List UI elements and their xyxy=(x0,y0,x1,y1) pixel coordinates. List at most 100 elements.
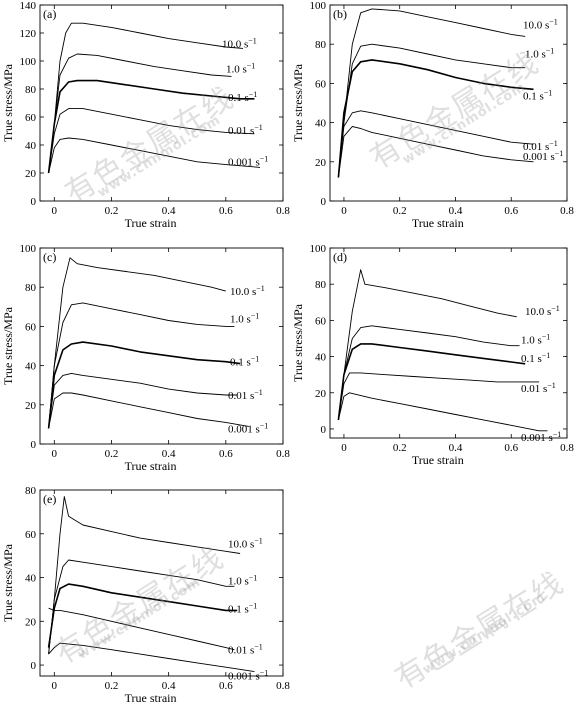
x-tick-label: 0.4 xyxy=(449,442,463,454)
x-tick-label: 0.8 xyxy=(276,680,290,692)
strain-rate-label: 0.01 s−1 xyxy=(523,139,558,153)
x-axis-label: True strain xyxy=(125,691,177,705)
y-axis-label: True stress/MPa xyxy=(291,303,305,382)
y-tick-label: 80 xyxy=(25,282,37,294)
panel-label: (e) xyxy=(43,492,56,506)
y-tick-label: 80 xyxy=(25,84,37,96)
strain-rate-label: 0.1 s−1 xyxy=(230,355,259,369)
series-line xyxy=(48,559,235,655)
y-axis-label: True stress/MPa xyxy=(1,63,15,142)
y-tick-label: 20 xyxy=(315,157,327,169)
y-tick-label: 40 xyxy=(25,361,37,373)
x-tick-label: 0.2 xyxy=(105,680,119,692)
strain-rate-label: 0.001 s−1 xyxy=(228,421,268,435)
x-axis-label: True strain xyxy=(412,216,464,230)
panel-label: (b) xyxy=(333,7,347,21)
x-tick-label: 0.6 xyxy=(504,205,518,217)
series-line xyxy=(337,110,534,178)
x-tick-label: 0 xyxy=(52,205,58,217)
y-tick-label: 40 xyxy=(25,573,37,585)
y-tick-label: 0 xyxy=(321,424,327,436)
plot-frame xyxy=(39,489,284,677)
y-tick-label: 20 xyxy=(315,388,327,400)
x-tick-label: 0.2 xyxy=(393,205,407,217)
strain-rate-label: 10.0 s−1 xyxy=(230,284,265,298)
y-axis-label: True stress/MPa xyxy=(1,543,15,622)
x-tick-label: 0.4 xyxy=(162,448,176,460)
strain-rate-label: 0.001 s−1 xyxy=(523,149,563,163)
plot-frame xyxy=(329,4,568,202)
strain-rate-label: 0.001 s−1 xyxy=(228,669,268,683)
strain-rate-label: 1.0 s−1 xyxy=(226,61,255,75)
x-axis-label: True strain xyxy=(412,453,464,467)
panel-label: (d) xyxy=(333,250,347,264)
series-line xyxy=(337,59,534,178)
series-line xyxy=(47,341,241,429)
y-tick-label: 80 xyxy=(315,279,327,291)
y-axis-label: True stress/MPa xyxy=(291,63,305,142)
series-line xyxy=(48,22,244,174)
y-tick-label: 60 xyxy=(25,321,37,333)
series-line xyxy=(48,302,235,429)
x-tick-label: 0.2 xyxy=(105,205,119,217)
strain-rate-label: 1.0 s−1 xyxy=(521,333,550,347)
x-tick-label: 0.8 xyxy=(276,448,290,460)
strain-rate-label: 10.0 s−1 xyxy=(222,36,257,50)
series-line xyxy=(48,372,238,429)
y-axis-label: True stress/MPa xyxy=(1,306,15,385)
series-line xyxy=(337,372,540,420)
plot-frame xyxy=(39,247,284,445)
series-line xyxy=(48,607,235,651)
x-axis-label: True strain xyxy=(125,216,177,230)
y-tick-label: 0 xyxy=(31,439,37,451)
series-line xyxy=(337,126,534,178)
series-line xyxy=(337,343,526,420)
x-tick-label: 0.6 xyxy=(219,205,233,217)
strain-rate-label: 1.0 s−1 xyxy=(228,573,257,587)
x-tick-label: 0.2 xyxy=(105,448,119,460)
y-tick-label: 60 xyxy=(25,112,37,124)
series-line xyxy=(48,53,232,174)
strain-rate-label: 0.1 s−1 xyxy=(228,90,257,104)
strain-rate-label: 0.1 s−1 xyxy=(228,601,257,615)
y-tick-label: 100 xyxy=(310,243,327,255)
y-tick-label: 40 xyxy=(25,140,37,152)
series-line xyxy=(47,79,255,174)
y-tick-label: 100 xyxy=(310,0,327,12)
series-line xyxy=(337,392,548,432)
strain-rate-label: 0.01 s−1 xyxy=(228,388,263,402)
series-line xyxy=(48,642,255,673)
y-tick-label: 40 xyxy=(315,118,327,130)
plot-frame xyxy=(329,247,568,439)
strain-rate-label: 0.01 s−1 xyxy=(228,123,263,137)
series-line xyxy=(337,8,526,178)
series-line xyxy=(337,269,517,420)
y-tick-label: 60 xyxy=(25,529,37,541)
x-tick-label: 0.2 xyxy=(393,442,407,454)
series-line xyxy=(47,583,238,648)
y-tick-label: 20 xyxy=(25,400,37,412)
panel-label: (a) xyxy=(43,7,56,21)
y-tick-label: 60 xyxy=(315,78,327,90)
x-tick-label: 0.4 xyxy=(449,205,463,217)
x-tick-label: 0 xyxy=(52,448,58,460)
strain-rate-label: 1.0 s−1 xyxy=(525,47,554,61)
y-tick-label: 80 xyxy=(315,39,327,51)
series-line xyxy=(48,108,255,174)
x-tick-label: 0 xyxy=(52,680,58,692)
series-line xyxy=(48,392,249,429)
y-tick-label: 80 xyxy=(25,485,37,497)
x-axis-label: True strain xyxy=(125,459,177,473)
plot-frame xyxy=(39,4,284,202)
x-tick-label: 0 xyxy=(341,442,347,454)
strain-rate-label: 0.001 s−1 xyxy=(521,430,561,444)
strain-rate-label: 1.0 s−1 xyxy=(230,311,259,325)
y-tick-label: 120 xyxy=(20,28,37,40)
x-tick-label: 0.6 xyxy=(504,442,518,454)
y-tick-label: 20 xyxy=(25,616,37,628)
strain-rate-label: 10.0 s−1 xyxy=(523,17,558,31)
strain-rate-label: 10.0 s−1 xyxy=(228,536,263,550)
y-tick-label: 20 xyxy=(25,168,37,180)
strain-rate-label: 0.01 s−1 xyxy=(521,381,556,395)
strain-rate-label: 10.0 s−1 xyxy=(525,304,560,318)
